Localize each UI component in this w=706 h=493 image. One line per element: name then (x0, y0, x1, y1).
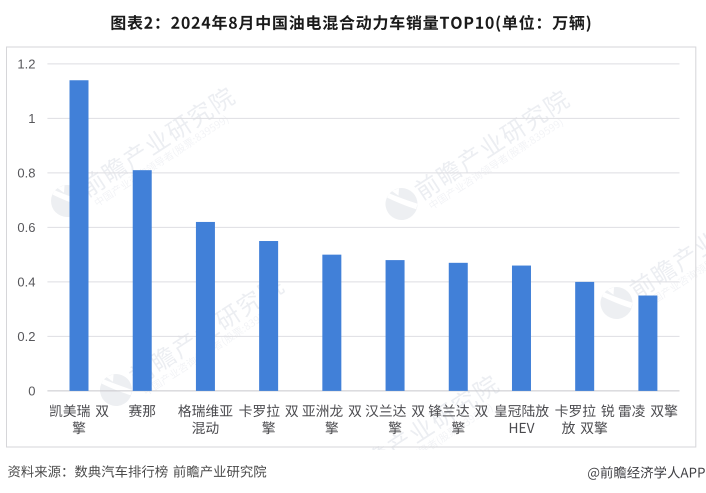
svg-text:0.2: 0.2 (17, 329, 35, 344)
svg-text:0.4: 0.4 (17, 275, 35, 290)
svg-text:1.2: 1.2 (17, 57, 35, 72)
svg-text:0: 0 (28, 384, 35, 399)
svg-text:0.8: 0.8 (17, 166, 35, 181)
svg-text:0.6: 0.6 (17, 220, 35, 235)
svg-text:1: 1 (28, 111, 35, 126)
